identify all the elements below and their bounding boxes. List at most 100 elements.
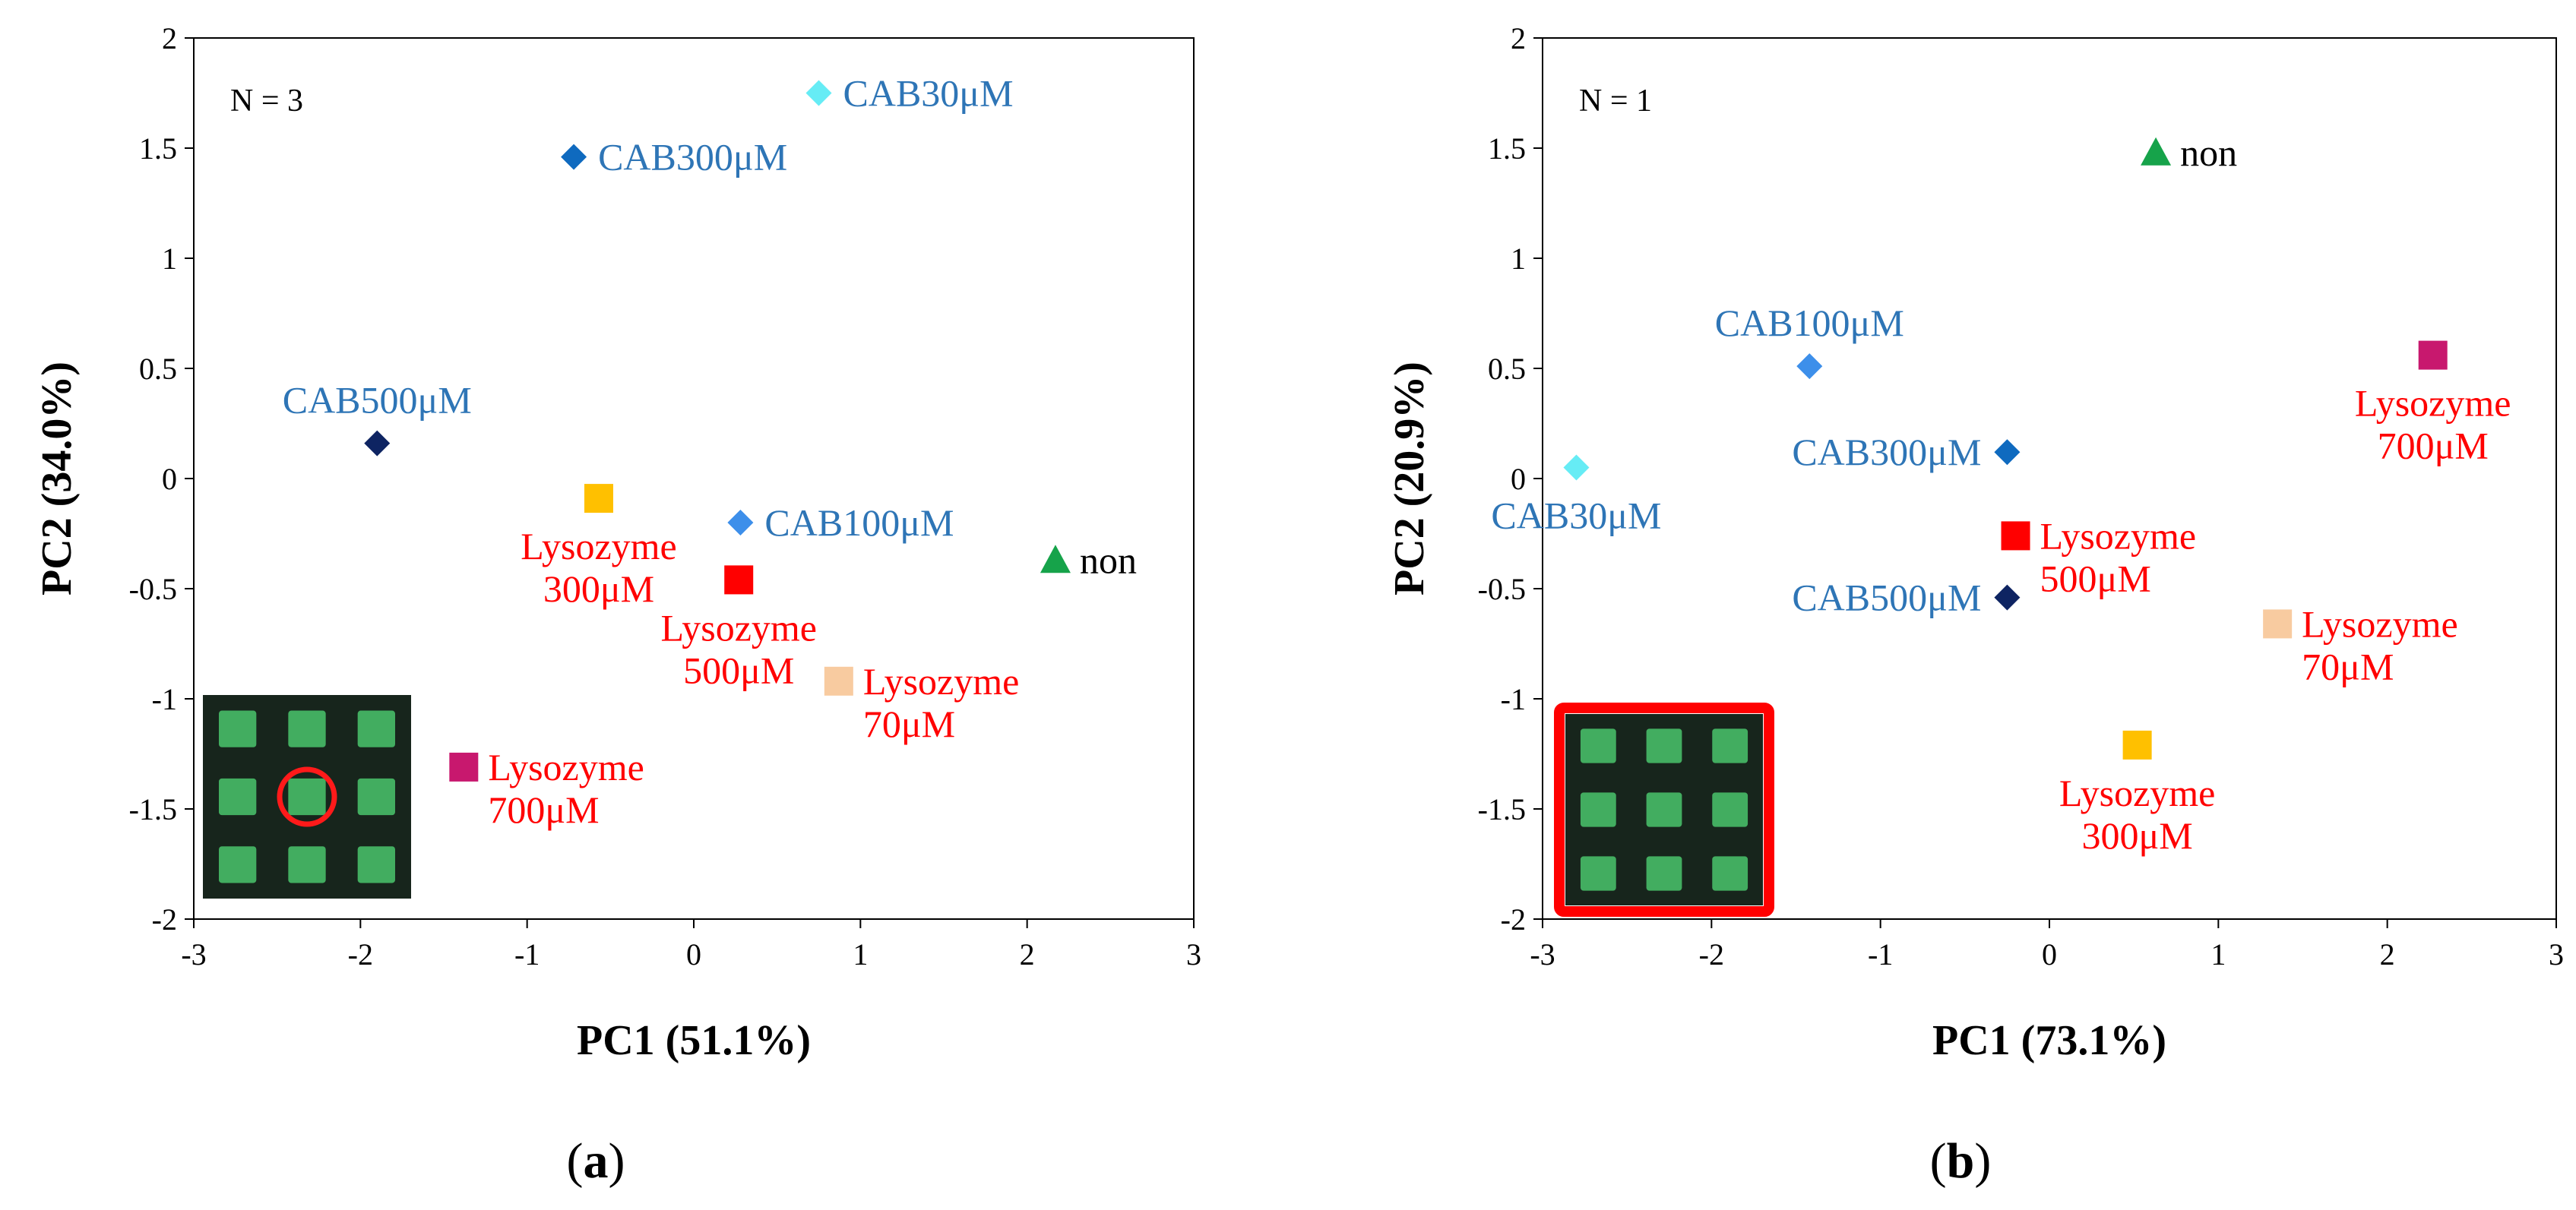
inset-well [219, 710, 257, 747]
data-point-label: Lysozyme 70μM [863, 660, 1020, 745]
data-point-label-line: CAB30μM [843, 72, 1014, 115]
panel-caption: (b) [1930, 1133, 1992, 1189]
inset-well [1712, 856, 1748, 891]
data-point-diamond [805, 80, 832, 106]
inset-well [219, 846, 257, 883]
inset-well [288, 778, 326, 816]
x-tick-label: -3 [1530, 937, 1555, 971]
panel-caption-letter: b [1947, 1133, 1975, 1189]
x-tick-label: -1 [1868, 937, 1893, 971]
inset-well [357, 710, 395, 747]
y-tick-label: 1.5 [139, 131, 177, 166]
x-tick-label: 0 [2042, 937, 2057, 971]
data-point-label: Lysozyme 500μM [660, 606, 817, 691]
data-point-label: CAB300μM [1792, 431, 1981, 473]
data-point-label: non [1080, 539, 1137, 581]
y-axis-title: PC2 (34.0%) [33, 362, 81, 596]
y-tick-label: 1 [162, 242, 177, 276]
inset-highlight-circle [277, 766, 337, 827]
x-tick-label: 2 [2380, 937, 2395, 971]
data-point-label-line: CAB100μM [764, 501, 954, 544]
data-point-label-line: 500μM [683, 649, 794, 691]
inset-well [1580, 728, 1616, 763]
sample-count-label: N = 3 [230, 84, 303, 118]
inset-well [357, 778, 395, 816]
data-point-label-line: Lysozyme [2355, 382, 2511, 425]
x-tick-label: 1 [2210, 937, 2226, 971]
panel-caption: (a) [567, 1133, 625, 1189]
inset-microscope-image [1554, 703, 1774, 917]
data-point-label-line: Lysozyme [521, 525, 677, 567]
panel-caption-letter: a [584, 1133, 609, 1189]
y-tick-label: 0 [162, 462, 177, 496]
panel-caption-open-paren: ( [1930, 1133, 1947, 1189]
data-point-label-line: 700μM [2378, 425, 2489, 467]
x-tick-label: 3 [1186, 937, 1201, 971]
data-point-label-line: 300μM [2081, 814, 2192, 857]
data-point-label: CAB30μM [1491, 494, 1661, 537]
data-point-label-line: Lysozyme [660, 606, 817, 649]
panel-caption-close-paren: ) [1974, 1133, 1991, 1189]
y-tick-label: -0.5 [129, 572, 177, 606]
y-tick-label: -0.5 [1478, 572, 1526, 606]
data-point-label: CAB500μM [1792, 577, 1981, 619]
data-point-label-line: Lysozyme [2059, 772, 2216, 814]
data-point-label: Lysozyme 70μM [2302, 602, 2458, 687]
y-tick-label: 0.5 [139, 352, 177, 386]
inset-well [1580, 792, 1616, 827]
data-point-label-line: 70μM [2302, 645, 2394, 687]
inset-highlight-frame [1554, 703, 1774, 917]
inset-well [288, 846, 326, 883]
x-tick-label: 3 [2549, 937, 2564, 971]
data-point-diamond [1796, 353, 1823, 380]
inset-well [357, 846, 395, 883]
data-point-label-line: non [1080, 539, 1137, 581]
x-tick-label: 1 [853, 937, 868, 971]
y-tick-label: -1 [152, 682, 177, 716]
data-point-label-line: Lysozyme [2040, 514, 2197, 557]
data-point-label-line: CAB500μM [283, 379, 472, 422]
data-point-square [724, 565, 754, 595]
data-point-triangle [2141, 137, 2172, 166]
data-point-square [2122, 730, 2152, 760]
y-axis-title: PC2 (20.9%) [1386, 362, 1433, 596]
x-tick-label: -1 [514, 937, 540, 971]
inset-well [288, 710, 326, 747]
inset-well [1712, 792, 1748, 827]
data-point-label: CAB500μM [283, 379, 472, 422]
data-point-label-line: CAB300μM [598, 136, 787, 178]
data-point-diamond [561, 144, 587, 170]
data-point-diamond [364, 430, 391, 457]
y-tick-label: 0 [1511, 462, 1526, 496]
data-point-label: CAB100μM [1715, 302, 1904, 344]
y-tick-label: 2 [1511, 21, 1526, 55]
data-point-diamond [1563, 454, 1590, 481]
inset-well [1646, 856, 1682, 891]
data-point-square [449, 752, 479, 782]
data-point-label: Lysozyme 700μM [2355, 382, 2511, 467]
data-point-square [2263, 609, 2293, 639]
data-point-label-line: CAB30μM [1491, 494, 1661, 537]
data-point-triangle [1040, 545, 1071, 573]
y-tick-label: -2 [1501, 902, 1526, 937]
inset-well [1712, 728, 1748, 763]
data-point-diamond [1994, 439, 2021, 466]
y-tick-label: 0.5 [1488, 352, 1526, 386]
y-tick-label: 1.5 [1488, 131, 1526, 166]
data-point-label: Lysozyme 500μM [2040, 514, 2197, 599]
data-point-label-line: Lysozyme [863, 660, 1020, 703]
y-tick-label: -2 [152, 902, 177, 937]
x-tick-label: -2 [348, 937, 373, 971]
sample-count-label: N = 1 [1579, 84, 1652, 118]
data-point-label-line: 700μM [488, 788, 599, 831]
y-tick-label: 1 [1511, 242, 1526, 276]
x-tick-label: -2 [1699, 937, 1724, 971]
data-point-label-line: 500μM [2040, 557, 2151, 599]
inset-well [1646, 792, 1682, 827]
inset-microscope-image [203, 695, 411, 899]
panel-caption-close-paren: ) [609, 1133, 625, 1189]
data-point-label-line: CAB500μM [1792, 577, 1981, 619]
data-point-square [2001, 521, 2030, 551]
y-tick-label: 2 [162, 21, 177, 55]
